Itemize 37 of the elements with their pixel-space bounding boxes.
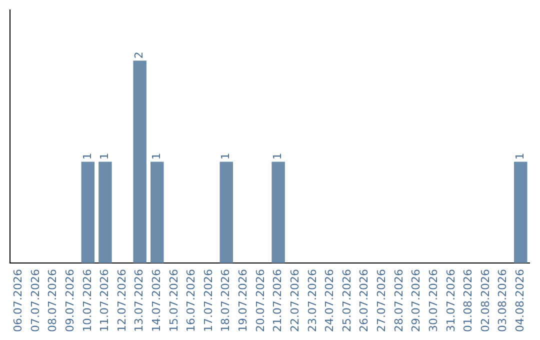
- x-tick-label: 25.07.2026: [340, 269, 354, 332]
- x-tick-label: 28.07.2026: [392, 269, 406, 332]
- x-tick-label: 17.07.2026: [202, 269, 215, 332]
- x-tick-label: 10.07.2026: [80, 269, 94, 332]
- x-tick-label: 22.07.2026: [288, 269, 302, 332]
- x-tick-label: 30.07.2026: [426, 269, 440, 332]
- data-label: 1: [513, 152, 526, 160]
- x-tick-label: 13.07.2026: [132, 269, 146, 332]
- x-tick-label: 18.07.2026: [219, 269, 232, 332]
- x-tick-label: 29.07.2026: [410, 269, 423, 332]
- x-tick-label: 16.07.2026: [184, 269, 198, 332]
- x-tick-label: 02.08.2026: [478, 269, 492, 332]
- x-tick-label: 07.07.2026: [28, 269, 42, 332]
- x-tick-label: 19.07.2026: [236, 269, 250, 332]
- x-tick-label: 26.07.2026: [358, 269, 371, 332]
- x-tick-label: 01.08.2026: [462, 269, 475, 332]
- x-tick-label: 15.07.2026: [167, 269, 180, 332]
- x-tick-label: 08.07.2026: [46, 269, 60, 332]
- data-label: 2: [132, 52, 146, 59]
- x-tick-label: 12.07.2026: [115, 269, 128, 332]
- x-tick-label: 23.07.2026: [306, 269, 319, 332]
- x-tick-label: 04.08.2026: [513, 269, 526, 332]
- data-label: 1: [271, 152, 284, 160]
- data-label: 1: [150, 152, 163, 160]
- data-label: 1: [98, 152, 112, 160]
- x-tick-label: 11.07.2026: [98, 269, 112, 332]
- x-tick-label: 20.07.2026: [254, 269, 267, 332]
- x-tick-label: 24.07.2026: [323, 269, 336, 332]
- x-tick-label: 21.07.2026: [271, 269, 284, 332]
- data-label: 1: [80, 152, 94, 160]
- x-tick-label: 27.07.2026: [375, 269, 388, 332]
- x-tick-label: 09.07.2026: [63, 269, 76, 332]
- x-tick-label: 06.07.2026: [12, 269, 25, 332]
- x-tick-label: 14.07.2026: [150, 269, 163, 332]
- x-tick-label: 03.08.2026: [496, 269, 510, 332]
- data-label: 1: [219, 152, 232, 160]
- x-tick-label: 31.07.2026: [444, 269, 458, 332]
